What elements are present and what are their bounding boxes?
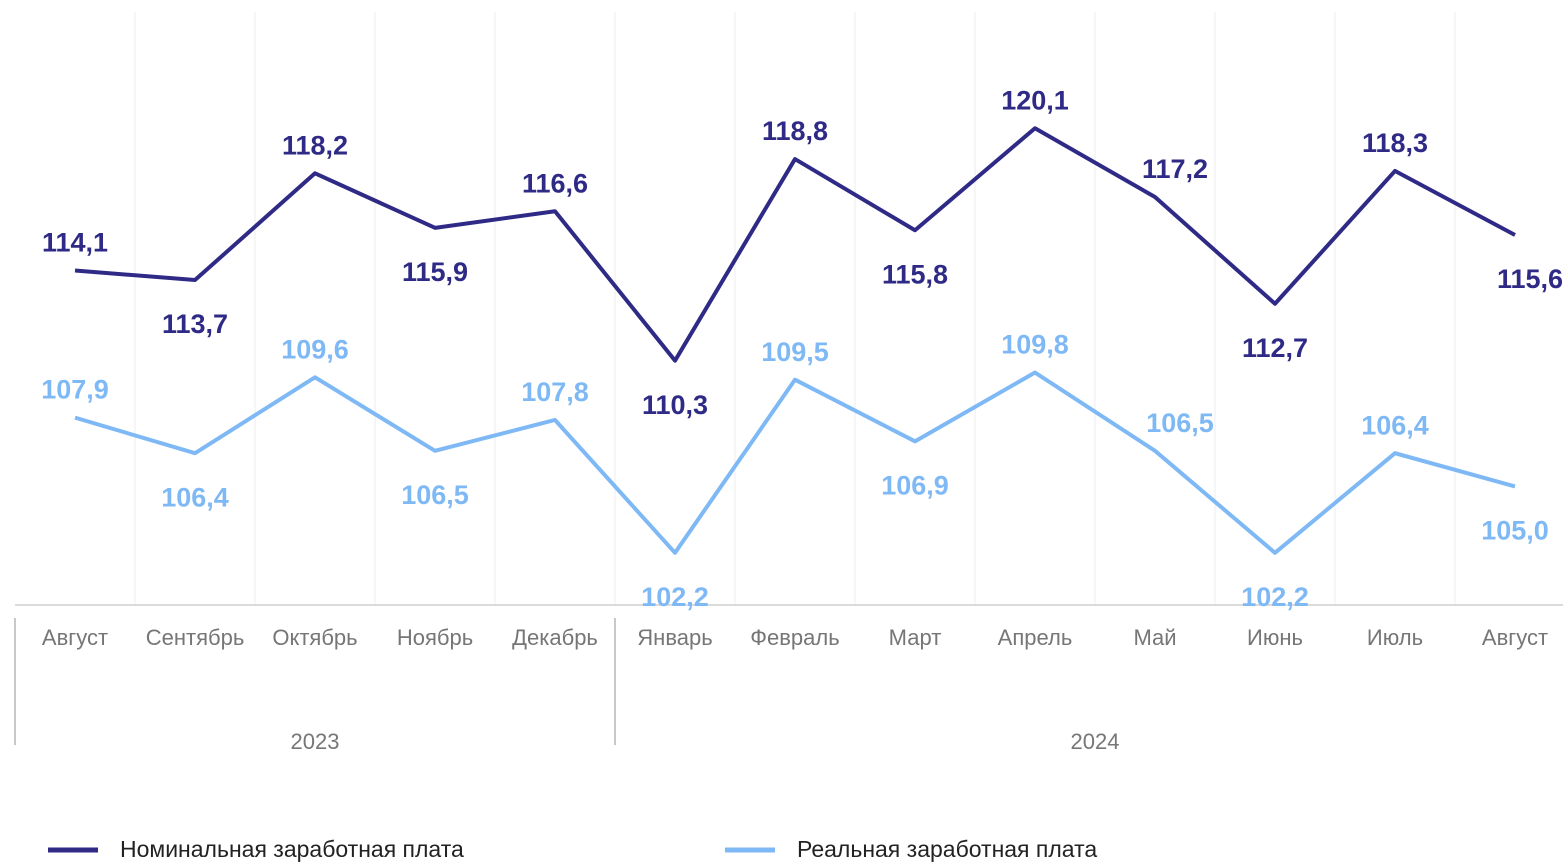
value-label: 106,5	[1146, 408, 1214, 438]
x-tick-label: Август	[1482, 625, 1548, 650]
value-label: 107,9	[41, 375, 109, 405]
x-tick-label: Ноябрь	[397, 625, 473, 650]
value-label: 106,9	[881, 470, 949, 500]
value-label: 118,2	[282, 130, 348, 160]
x-tick-label: Октябрь	[272, 625, 357, 650]
value-label: 102,2	[1241, 582, 1309, 612]
value-label: 106,4	[161, 482, 229, 512]
value-label: 117,2	[1142, 154, 1208, 184]
year-label: 2024	[1071, 729, 1120, 754]
value-label: 116,6	[522, 168, 588, 198]
value-label: 118,3	[1362, 128, 1428, 158]
value-label: 109,5	[761, 337, 829, 367]
series-line	[74, 126, 1516, 363]
x-tick-label: Февраль	[750, 625, 839, 650]
x-tick-label: Январь	[637, 625, 712, 650]
x-tick-label: Декабрь	[512, 625, 598, 650]
value-label: 110,3	[642, 390, 708, 420]
value-label: 109,6	[281, 334, 349, 364]
x-tick-label: Май	[1133, 625, 1176, 650]
series-line	[74, 370, 1516, 555]
value-label: 118,8	[762, 116, 828, 146]
x-tick-label: Апрель	[998, 625, 1073, 650]
year-label: 2023	[291, 729, 340, 754]
value-label: 112,7	[1242, 333, 1308, 363]
value-label: 109,8	[1001, 330, 1069, 360]
value-label: 106,5	[401, 480, 469, 510]
value-label: 115,9	[402, 257, 468, 287]
value-label: 102,2	[641, 582, 709, 612]
value-label: 106,4	[1361, 410, 1429, 440]
legend-label: Номинальная заработная плата	[120, 836, 464, 862]
x-tick-label: Июль	[1367, 625, 1423, 650]
x-tick-label: Июнь	[1247, 625, 1303, 650]
value-label: 115,8	[882, 259, 948, 289]
value-label: 107,8	[521, 377, 589, 407]
x-tick-label: Август	[42, 625, 108, 650]
value-label: 115,6	[1497, 264, 1563, 294]
x-tick-label: Март	[889, 625, 942, 650]
value-label: 114,1	[42, 228, 108, 258]
value-label: 120,1	[1001, 85, 1069, 115]
value-label: 113,7	[162, 309, 228, 339]
value-label: 105,0	[1481, 516, 1549, 546]
x-tick-label: Сентябрь	[146, 625, 245, 650]
legend-label: Реальная заработная плата	[797, 836, 1097, 862]
